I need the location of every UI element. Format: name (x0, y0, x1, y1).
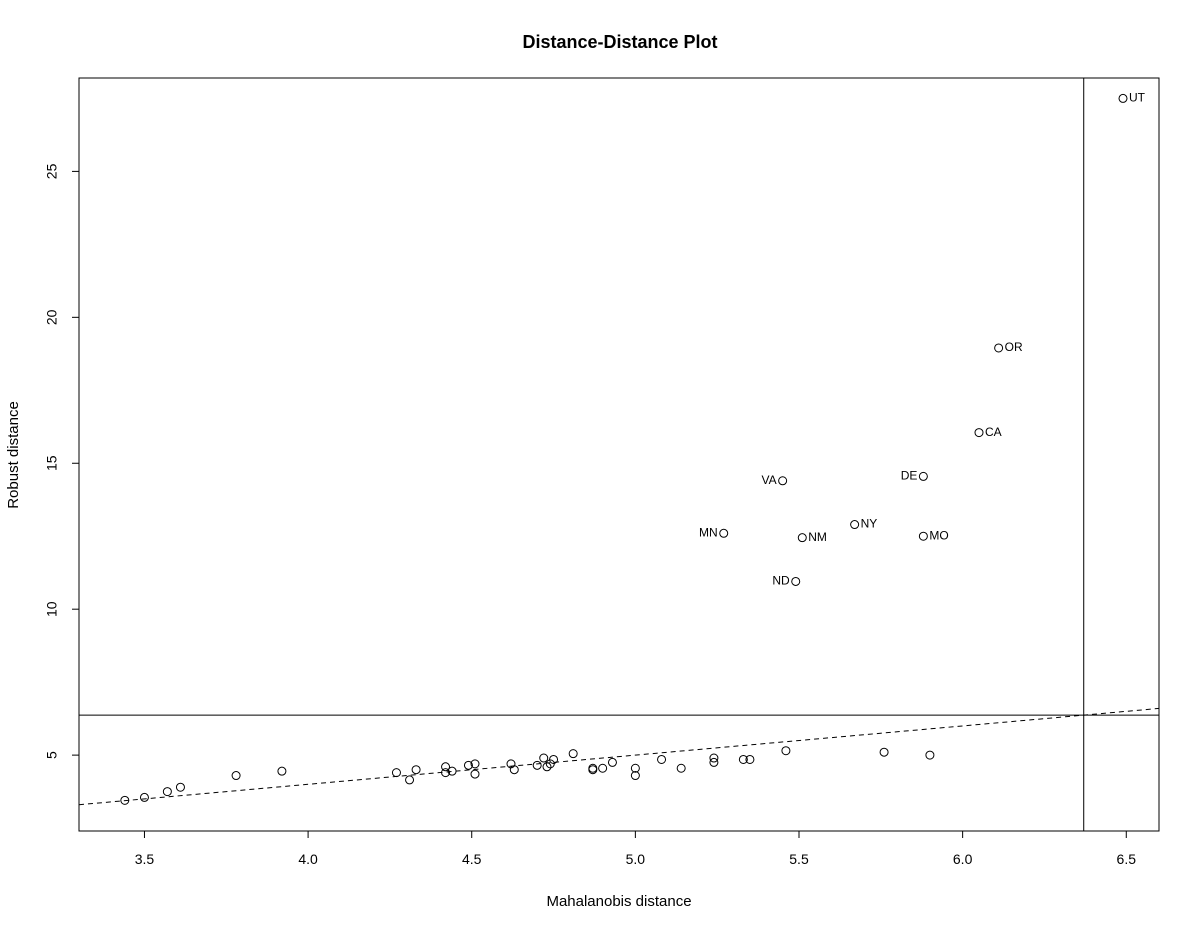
data-points (120, 93, 1128, 805)
data-point (781, 746, 791, 756)
x-tick-label: 6.5 (1117, 851, 1137, 867)
y-tick-label: 25 (44, 163, 60, 179)
data-point (231, 771, 241, 781)
data-point (925, 750, 935, 760)
y-axis-label: Robust distance (5, 401, 22, 509)
y-tick-label: 5 (44, 751, 60, 759)
data-point (709, 757, 719, 767)
x-tick-label: 5.0 (626, 851, 646, 867)
data-point (411, 765, 421, 775)
data-point (470, 769, 480, 779)
x-axis: 3.5 4.0 4.5 5.0 5.5 6.0 6.5 (135, 831, 1136, 867)
y-tick-label: 15 (44, 455, 60, 471)
data-point (539, 753, 549, 763)
data-point (797, 533, 807, 543)
data-point (709, 753, 719, 763)
x-tick-label: 5.5 (789, 851, 809, 867)
data-point (879, 747, 889, 757)
data-point (532, 760, 542, 770)
data-point (441, 768, 451, 778)
point-label: UT (1129, 91, 1146, 105)
data-point (1118, 93, 1128, 103)
data-point (549, 754, 559, 764)
data-point (918, 531, 928, 541)
data-point (994, 343, 1004, 353)
data-point (778, 476, 788, 486)
chart-title: Distance-Distance Plot (522, 32, 717, 52)
data-point (391, 768, 401, 778)
y-tick-label: 20 (44, 309, 60, 325)
data-point (676, 763, 686, 773)
y-axis: 5 10 15 20 25 (44, 163, 79, 759)
data-point (405, 775, 415, 785)
x-tick-label: 6.0 (953, 851, 973, 867)
data-point (630, 763, 640, 773)
x-axis-label: Mahalanobis distance (546, 893, 691, 910)
data-point (441, 762, 451, 772)
data-point (175, 782, 185, 792)
point-label: OR (1005, 340, 1023, 354)
data-point (657, 754, 667, 764)
data-point (745, 754, 755, 764)
data-point (630, 771, 640, 781)
plot-area (78, 77, 1160, 832)
identity-dashed-line (78, 707, 1160, 806)
data-point (568, 749, 578, 759)
data-point (463, 760, 473, 770)
x-tick-label: 4.0 (298, 851, 318, 867)
data-point (974, 428, 984, 438)
data-point (607, 757, 617, 767)
point-label: NM (808, 530, 827, 544)
point-label: DE (901, 469, 918, 483)
data-point (719, 528, 729, 538)
data-point (738, 754, 748, 764)
point-label: ND (772, 574, 790, 588)
data-point (139, 792, 149, 802)
data-point (791, 576, 801, 586)
point-label: VA (762, 473, 777, 487)
data-point (850, 520, 860, 530)
data-point (918, 471, 928, 481)
point-label: MN (699, 525, 718, 539)
data-point (277, 766, 287, 776)
data-point (588, 765, 598, 775)
y-tick-label: 10 (44, 601, 60, 617)
data-point (542, 762, 552, 772)
point-label: CA (985, 425, 1002, 439)
data-point (598, 763, 608, 773)
data-point (509, 765, 519, 775)
point-label: MO (929, 528, 948, 542)
data-point (470, 759, 480, 769)
x-tick-label: 3.5 (135, 851, 155, 867)
data-point (162, 787, 172, 797)
data-point (120, 795, 130, 805)
point-labels: MN VA ND NM NY DE MO CA OR UT (699, 91, 1146, 588)
reference-lines (78, 78, 1160, 831)
x-tick-label: 4.5 (462, 851, 482, 867)
point-label: NY (861, 517, 878, 531)
data-point (447, 766, 457, 776)
